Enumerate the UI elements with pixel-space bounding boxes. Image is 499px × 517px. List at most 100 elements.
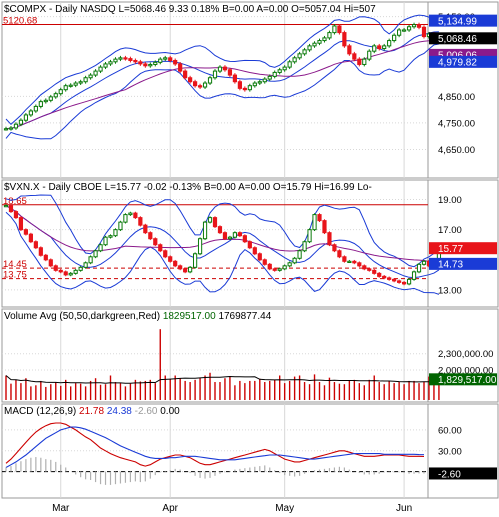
bollinger-mid [5,31,439,130]
candle-body [357,58,362,65]
candle-body [103,63,108,68]
candle-body [212,217,218,228]
y-tick-label: 2,300,000.00 [438,349,493,360]
value-marker-label: 1,829,517.00 [438,375,497,386]
candle-body [307,45,312,51]
candle-body [257,81,262,84]
candle-body [421,260,427,265]
price-axis [427,1,499,179]
candle-body [232,232,238,238]
value-marker [429,373,497,386]
candle-body [8,127,14,130]
candle-body [28,110,33,116]
candle-body [197,85,203,88]
candle-body [406,26,412,31]
candle-body [337,250,342,258]
candle-body [128,212,133,216]
candle-body [392,34,397,42]
candle-body [192,81,198,87]
candle-body [406,278,412,285]
panel-frame [1,179,429,308]
candle-body [387,40,392,47]
x-axis-label: Mar [52,503,70,514]
candle-body [372,269,377,274]
candle-body [93,70,98,76]
candle-body [322,220,327,234]
header-value: A=0.00 [238,182,273,193]
candle-body [257,253,262,261]
candle-body [237,81,242,89]
header-value: 9.33 [169,4,191,15]
value-marker [429,55,497,68]
candle-body [282,265,287,270]
x-axis-label: Apr [162,503,178,514]
candle-body [153,238,158,246]
candle-body [322,37,327,42]
candle-body [357,262,362,267]
bollinger-upper [5,14,439,125]
candle-body [143,224,148,234]
header-value: -0.13% [169,182,203,193]
y-tick-label: 4,850.00 [438,92,475,103]
bollinger-mid [5,205,440,279]
candle-body [48,259,53,267]
candle-body [88,256,93,264]
candle-body [108,235,113,238]
candle-body [138,217,143,226]
candle-body [123,57,128,60]
candle-body [202,82,208,88]
candle-body [33,241,38,249]
candle-body [43,254,48,261]
price-axis [427,403,499,499]
header-value: L=15.77 [105,182,144,193]
candle-body [302,241,307,252]
header-value: 1769877.44 [218,311,271,322]
bollinger-lower [5,43,439,140]
panel-0: 5,150.004,850.004,750.004,650.005120.685… [1,1,499,179]
candle-body [38,247,43,256]
candle-body [3,205,9,208]
candle-body [207,77,213,84]
candle-body [267,263,272,270]
candle-body [108,61,113,65]
candle-body [158,58,163,63]
candle-body [416,24,422,28]
moving-average [5,39,439,130]
header-value: Hi=16.99 [314,182,357,193]
header-value: 0.18% [191,4,222,15]
candle-body [287,262,292,267]
candle-body [33,105,38,112]
value-marker-label: 5,068.46 [438,34,477,45]
panel-frame [1,1,429,179]
candle-body [387,277,392,280]
candle-body [3,128,9,131]
candle-body [178,63,183,72]
candle-body [207,217,213,223]
candle-body [188,266,193,273]
candle-body [347,260,352,264]
y-tick-label: 17.00 [438,225,462,236]
candle-body [272,268,277,271]
candle-body [247,85,252,91]
candle-body [217,66,223,72]
header-value: 0.00 [160,406,180,417]
candle-body [163,57,168,60]
candle-body [307,229,312,243]
candle-body [103,236,108,246]
candle-body [78,81,83,84]
candle-body [8,205,14,213]
candle-body [382,275,387,279]
candle-body [28,233,33,243]
reference-line-label: 14.45 [3,259,27,270]
candle-body [138,61,143,65]
x-axis-label: Jun [396,503,412,514]
panel-header: $VXN.X - Daily CBOE L=15.77 -0.02 -0.13%… [4,182,372,193]
candle-body [168,256,173,262]
panel-header: $COMPX - Daily NASDQ L=5068.46 9.33 0.18… [4,4,376,15]
candle-body [202,221,208,240]
candle-body [317,40,322,44]
candle-body [347,45,352,55]
candle-body [272,71,277,77]
candle-body [397,29,402,36]
